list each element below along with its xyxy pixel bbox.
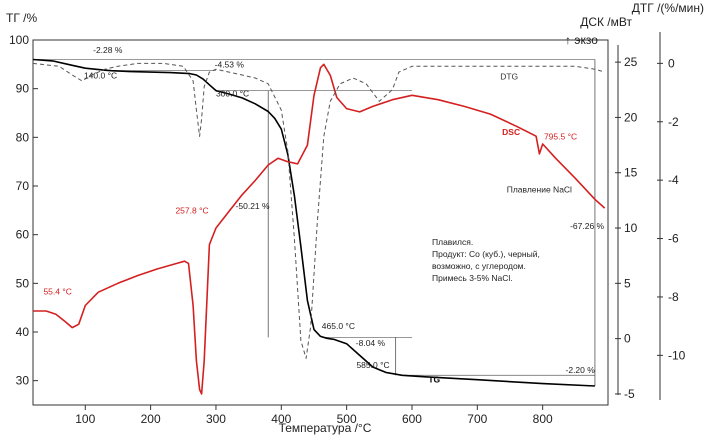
annotation-label: 585.0 °C <box>356 360 389 370</box>
annotation-label: -4.53 % <box>215 59 245 69</box>
annotation-label: 795.5 °C <box>544 132 577 142</box>
dsc-tick-label: 10 <box>624 221 638 235</box>
tg-tick-label: 40 <box>16 325 30 339</box>
series-tg-line <box>32 58 595 387</box>
series-dsc-line <box>33 63 606 395</box>
annotation-label: -8.04 % <box>356 338 386 348</box>
dtg-axis-title: ДТГ /(%/мин) <box>632 1 704 15</box>
annotation-label: 465.0 °C <box>322 321 355 331</box>
x-tick-label: 600 <box>402 412 422 426</box>
x-tick-label: 200 <box>141 412 161 426</box>
axes: 100 200 300 400 500 600 700 8003040506070809010… <box>9 32 686 426</box>
dsc-tick-label: 25 <box>624 55 638 69</box>
exo-direction-label: ↑ экзо <box>565 33 598 47</box>
dtg-tick-label: -8 <box>668 290 679 304</box>
note-line-3: возможно, с углеродом. <box>432 261 526 271</box>
series-label-dsc: DSC <box>502 127 520 137</box>
annotation-label: -50.21 % <box>236 201 270 211</box>
note-line-1: Плавился. <box>432 237 473 247</box>
plot-area-border <box>32 39 609 406</box>
plot-frame <box>32 39 609 406</box>
dsc-tick-label: 15 <box>624 166 638 180</box>
series-dtg-line <box>32 62 605 359</box>
tg-axis-title: ТГ /% <box>6 11 37 25</box>
x-tick-label: 400 <box>271 412 291 426</box>
tg-tick-label: 50 <box>16 276 30 290</box>
tg-tick-label: 90 <box>16 82 30 96</box>
dtg-tick-label: -10 <box>668 348 686 362</box>
x-tick-label: 300 <box>206 412 226 426</box>
dsc-tick-label: 0 <box>624 332 631 346</box>
dsc-axis-title: ДСК /мВт <box>580 15 632 29</box>
x-tick-label: 100 <box>75 412 95 426</box>
annotation-label: -2.28 % <box>93 45 123 55</box>
annotation-label: -67.26 % <box>570 221 604 231</box>
annotation-label: Плавление NaCl <box>507 185 572 195</box>
annotation-label: 300.0 °C <box>216 88 249 98</box>
annotation-label: -2.20 % <box>566 365 596 375</box>
reference-lines <box>33 59 596 387</box>
dsc-tick-label: -5 <box>624 387 635 401</box>
note-line-2: Продукт: Со (куб.), черный, <box>432 249 540 259</box>
x-tick-label: 500 <box>337 412 357 426</box>
dsc-tick-label: 20 <box>624 110 638 124</box>
tg-tick-label: 70 <box>16 179 30 193</box>
x-tick-label: 800 <box>533 412 553 426</box>
dtg-tick-label: -4 <box>668 173 679 187</box>
dtg-tick-label: -2 <box>668 115 679 129</box>
tg-tick-label: 60 <box>16 228 30 242</box>
series-label-tg: TG <box>428 375 440 385</box>
labels: TG DSC DTG -2.28 % 140.0 °C -4.53 % 300.0 °C -5… <box>43 45 604 384</box>
dsc-tick-label: 5 <box>624 276 631 290</box>
dtg-tick-label: -6 <box>668 232 679 246</box>
series-label-dtg: DTG <box>500 71 518 81</box>
tg-tick-label: 80 <box>16 130 30 144</box>
note-line-4: Примесь 3-5% NaCl. <box>432 273 513 283</box>
tg-tick-label: 100 <box>9 33 29 47</box>
tg-tick-label: 30 <box>16 374 30 388</box>
dtg-tick-label: 0 <box>668 56 675 70</box>
annotation-label: 257.8 °C <box>175 206 208 216</box>
annotation-label: 140.0 °C <box>84 70 117 80</box>
annotation-label: 55.4 °C <box>43 286 71 296</box>
x-axis-title: Температура /°C <box>279 421 372 435</box>
sample-note: Плавился. Продукт: Со (куб.), черный, во… <box>432 237 540 283</box>
x-tick-label: 700 <box>467 412 487 426</box>
series <box>32 58 606 395</box>
